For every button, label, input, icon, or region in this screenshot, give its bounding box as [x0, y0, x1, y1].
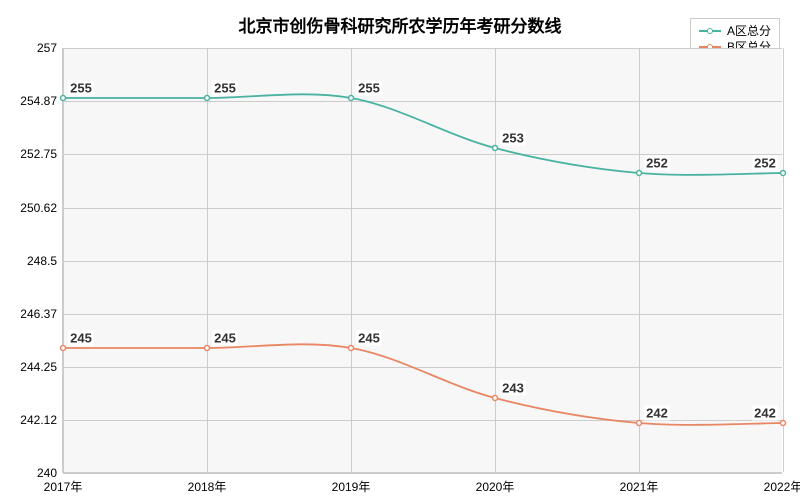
- point-label: 242: [752, 406, 778, 421]
- chart-title: 北京市创伤骨科研究所农学历年考研分数线: [0, 12, 800, 37]
- series-marker: [781, 421, 786, 426]
- legend-item-a: A区总分: [699, 23, 771, 39]
- series-marker: [493, 396, 498, 401]
- y-axis-label: 257: [37, 41, 63, 55]
- x-axis-label: 2021年: [620, 472, 659, 495]
- point-label: 252: [752, 156, 778, 171]
- y-axis-label: 242.12: [20, 413, 63, 427]
- series-marker: [61, 346, 66, 351]
- plot-area: 240242.12244.25246.37248.5250.62252.7525…: [62, 48, 782, 473]
- point-label: 245: [212, 331, 238, 346]
- point-label: 245: [68, 331, 94, 346]
- y-axis-label: 246.37: [20, 307, 63, 321]
- series-marker: [781, 171, 786, 176]
- point-label: 255: [356, 81, 382, 96]
- y-axis-label: 244.25: [20, 360, 63, 374]
- series-marker: [493, 146, 498, 151]
- x-axis-label: 2022年: [764, 472, 800, 495]
- y-axis-label: 248.5: [27, 254, 63, 268]
- series-marker: [349, 96, 354, 101]
- series-marker: [205, 346, 210, 351]
- series-marker: [637, 421, 642, 426]
- series-line-0: [63, 94, 783, 175]
- series-marker: [205, 96, 210, 101]
- point-label: 245: [356, 331, 382, 346]
- series-line-1: [63, 344, 783, 425]
- chart-container: 北京市创伤骨科研究所农学历年考研分数线 A区总分 B区总分 240242.122…: [0, 0, 800, 500]
- point-label: 253: [500, 131, 526, 146]
- x-axis-label: 2019年: [332, 472, 371, 495]
- point-label: 255: [68, 81, 94, 96]
- point-label: 243: [500, 381, 526, 396]
- x-axis-label: 2018年: [188, 472, 227, 495]
- grid-line-v: [783, 48, 784, 472]
- y-axis-label: 254.87: [20, 94, 63, 108]
- legend-label-a: A区总分: [727, 23, 771, 39]
- point-label: 255: [212, 81, 238, 96]
- series-marker: [61, 96, 66, 101]
- series-marker: [637, 171, 642, 176]
- y-axis-label: 250.62: [20, 201, 63, 215]
- point-label: 252: [644, 156, 670, 171]
- chart-svg: [63, 48, 783, 473]
- x-axis-label: 2020年: [476, 472, 515, 495]
- legend-swatch-a: [699, 30, 721, 32]
- point-label: 242: [644, 406, 670, 421]
- grid-line-h: [63, 473, 782, 474]
- x-axis-label: 2017年: [44, 472, 83, 495]
- series-marker: [349, 346, 354, 351]
- legend-marker-a: [707, 28, 713, 34]
- y-axis-label: 252.75: [20, 147, 63, 161]
